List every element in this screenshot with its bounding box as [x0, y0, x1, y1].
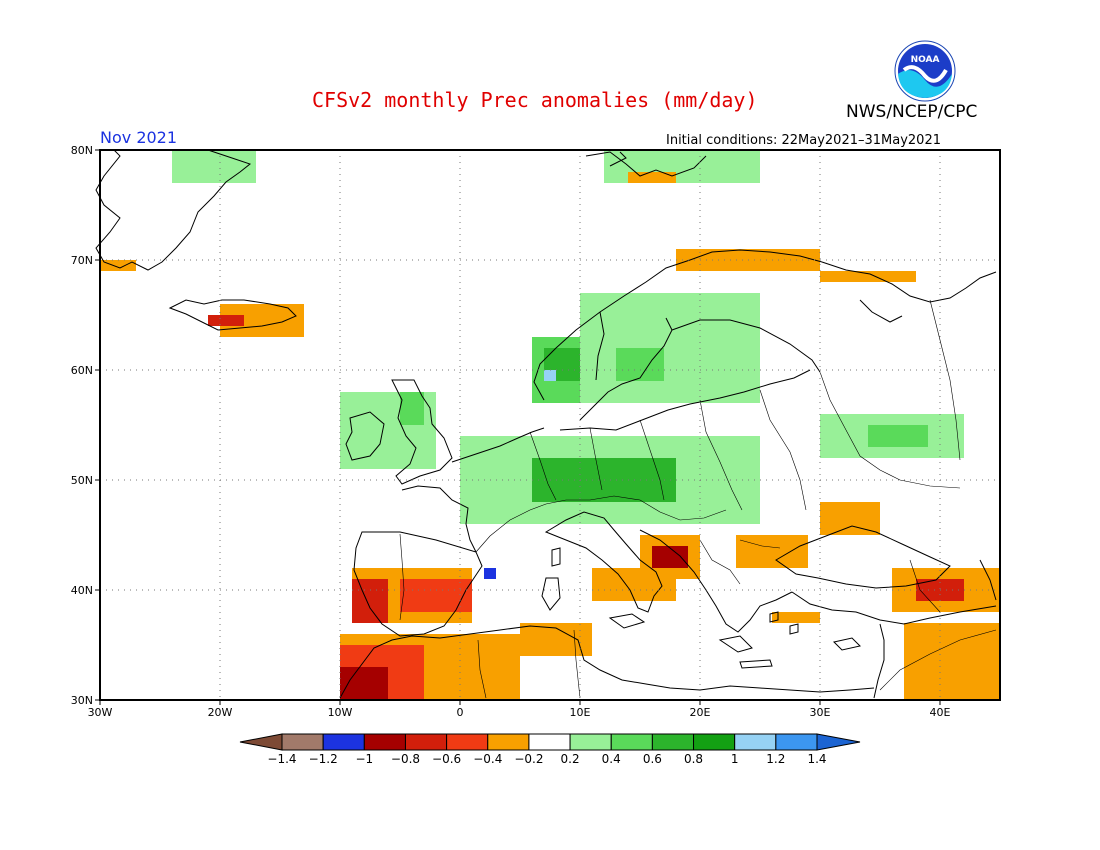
agency-label: NWS/NCEP/CPC — [846, 102, 978, 122]
anomaly-cell-34 — [904, 623, 1000, 700]
anomaly-cell-21 — [352, 579, 388, 623]
colorbar-swatch — [734, 733, 777, 751]
anomaly-cell-10 — [616, 348, 664, 381]
anomaly-cell-22 — [484, 568, 496, 579]
initial-conditions-label: Initial conditions: 22May2021–31May2021 — [666, 133, 941, 148]
colorbar-tick-label: −1.2 — [309, 752, 338, 766]
lon-tick-label: 30E — [810, 706, 831, 719]
colorbar-tick-label: 0.4 — [602, 752, 621, 766]
anomaly-cell-31 — [820, 502, 880, 535]
lat-tick-label: 60N — [71, 364, 93, 377]
anomaly-cell-18 — [868, 425, 928, 447]
lat-tick-label: 50N — [71, 474, 93, 487]
colorbar-swatch — [281, 733, 324, 751]
colorbar-tick-label: 1.2 — [766, 752, 785, 766]
country-borders — [399, 299, 997, 699]
colorbar-swatch — [569, 733, 612, 751]
colorbar-swatch — [446, 733, 489, 751]
anomaly-cell-29 — [652, 546, 688, 568]
anomaly-cell-9 — [580, 293, 760, 403]
lat-tick-label: 40N — [71, 584, 93, 597]
colorbar-tick-label: 0.6 — [643, 752, 662, 766]
anomaly-cell-3 — [100, 260, 136, 271]
anomaly-cell-8 — [544, 370, 556, 381]
colorbar-tick-label: 1 — [731, 752, 739, 766]
anomaly-cell-1 — [604, 150, 760, 183]
lon-tick-label: 10W — [328, 706, 353, 719]
noaa-logo-text: NOAA — [911, 55, 940, 65]
colorbar-tick-label: −0.4 — [473, 752, 502, 766]
longitude-labels: 30W 20W 10W 0 10E 20E 30E 40E — [88, 700, 951, 719]
colorbar-legend: −1.4 −1.2 −1 −0.8 −0.6 −0.4 −0.2 0.2 0.4 0.6 0.8 1 1… — [239, 733, 861, 766]
lat-tick-label: 30N — [71, 694, 93, 707]
anomaly-cell-14 — [400, 392, 424, 425]
colorbar-tick-label: −0.6 — [432, 752, 461, 766]
anomaly-cell-25 — [340, 667, 388, 700]
colorbar-swatch — [322, 733, 365, 751]
anomaly-cell-0 — [172, 150, 256, 183]
colorbar-swatch — [775, 733, 818, 751]
colorbar-low-arrow — [239, 733, 283, 751]
anomaly-cell-20 — [400, 579, 472, 612]
colorbar-tick-label: 0.8 — [684, 752, 703, 766]
colorbar-tick-label: −1.4 — [267, 752, 296, 766]
colorbar-swatch — [693, 733, 736, 751]
map-title: CFSv2 monthly Prec anomalies (mm/day) — [312, 88, 758, 112]
anomaly-cell-30 — [736, 535, 808, 568]
lon-tick-label: 10E — [570, 706, 591, 719]
colorbar-swatch — [363, 733, 406, 751]
colorbar-swatch — [528, 733, 571, 751]
anomaly-cell-35 — [772, 612, 820, 623]
colorbar-tick-label: −0.8 — [391, 752, 420, 766]
lon-tick-label: 0 — [457, 706, 464, 719]
lon-tick-label: 40E — [930, 706, 951, 719]
anomaly-cell-5 — [208, 315, 244, 326]
forecast-month-label: Nov 2021 — [100, 128, 178, 147]
colorbar-swatch — [404, 733, 448, 751]
anomaly-shading — [100, 150, 1000, 700]
colorbar-tick-label: −0.2 — [514, 752, 543, 766]
latitude-labels: 80N 70N 60N 50N 40N 30N — [71, 144, 100, 707]
colorbar-tick-label: 1.4 — [807, 752, 826, 766]
lon-tick-label: 20E — [690, 706, 711, 719]
colorbar-swatch — [487, 733, 530, 751]
colorbar-tick-label: 0.2 — [561, 752, 580, 766]
colorbar-swatch — [610, 733, 653, 751]
map-frame — [99, 149, 1001, 701]
colorbar-high-arrow — [816, 733, 861, 751]
graticule — [100, 150, 1000, 700]
lon-tick-label: 30W — [88, 706, 113, 719]
colorbar-tick-label: −1 — [355, 752, 373, 766]
lon-tick-label: 20W — [208, 706, 233, 719]
lat-tick-label: 70N — [71, 254, 93, 267]
lat-tick-label: 80N — [71, 144, 93, 157]
anomaly-cell-2 — [628, 172, 676, 183]
colorbar-swatch — [651, 733, 695, 751]
noaa-logo-icon: NOAA — [894, 40, 956, 102]
anomaly-cell-12 — [820, 271, 916, 282]
